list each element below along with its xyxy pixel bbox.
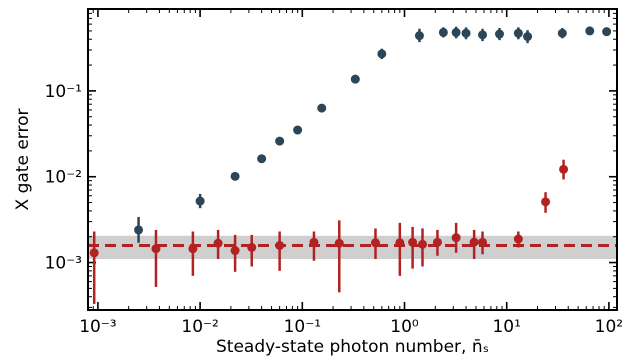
data-point: [134, 225, 144, 235]
data-point: [559, 164, 569, 174]
data-point: [275, 241, 285, 251]
data-point: [451, 27, 461, 37]
band-layer: [88, 235, 617, 259]
data-point: [188, 244, 198, 254]
x-tick-label: 10⁻³: [79, 317, 116, 337]
data-point: [230, 171, 240, 181]
y-axis-label: X gate error: [13, 109, 33, 211]
x-tick-label: 10⁻¹: [284, 317, 321, 337]
plot-frame: [87, 8, 618, 311]
x-tick-label: 10⁰: [390, 317, 419, 337]
data-point: [395, 238, 405, 248]
series-0: [134, 26, 612, 243]
data-point: [230, 246, 240, 256]
data-point: [247, 242, 257, 252]
data-point: [195, 196, 205, 206]
data-point: [478, 30, 488, 40]
series-1: [89, 159, 569, 304]
data-point: [418, 239, 428, 249]
y-tick-label: 10⁻³: [45, 254, 82, 274]
data-point: [523, 32, 533, 42]
data-point: [370, 238, 380, 248]
data-point: [317, 103, 327, 113]
data-point: [461, 28, 471, 38]
data-point: [469, 237, 479, 247]
data-point: [438, 27, 448, 37]
data-point: [151, 244, 161, 254]
data-point: [334, 238, 344, 248]
data-point: [275, 136, 285, 146]
data-point: [557, 28, 567, 38]
data-point: [309, 237, 319, 247]
error-band: [88, 235, 617, 259]
points-layer: [89, 26, 612, 304]
data-point: [541, 197, 551, 207]
data-point: [293, 125, 303, 135]
y-tick-label: 10⁻¹: [45, 82, 82, 102]
data-point: [602, 27, 612, 37]
data-point: [408, 237, 418, 247]
data-point: [89, 248, 99, 258]
data-point: [432, 237, 442, 247]
x-tick-label: 10⁻²: [181, 317, 218, 337]
data-point: [414, 31, 424, 41]
data-point: [478, 237, 488, 247]
y-tick-label: 10⁻²: [45, 168, 82, 188]
x-tick-label: 10¹: [492, 317, 520, 337]
x-axis-label: Steady-state photon number, n̄ₛ: [216, 337, 489, 357]
data-point: [513, 28, 523, 38]
data-point: [377, 49, 387, 59]
data-point: [494, 29, 504, 39]
grid-ticks: 10⁻³ 10⁻² 10⁻¹ 10⁰ 10¹ 10² 10⁻³ 10⁻² 10⁻¹: [45, 8, 623, 337]
data-point: [257, 154, 267, 164]
x-tick-label: 10²: [595, 317, 623, 337]
data-point: [451, 233, 461, 243]
data-point: [213, 238, 223, 248]
data-point: [350, 74, 360, 84]
data-point: [513, 234, 523, 244]
data-point: [585, 26, 595, 36]
